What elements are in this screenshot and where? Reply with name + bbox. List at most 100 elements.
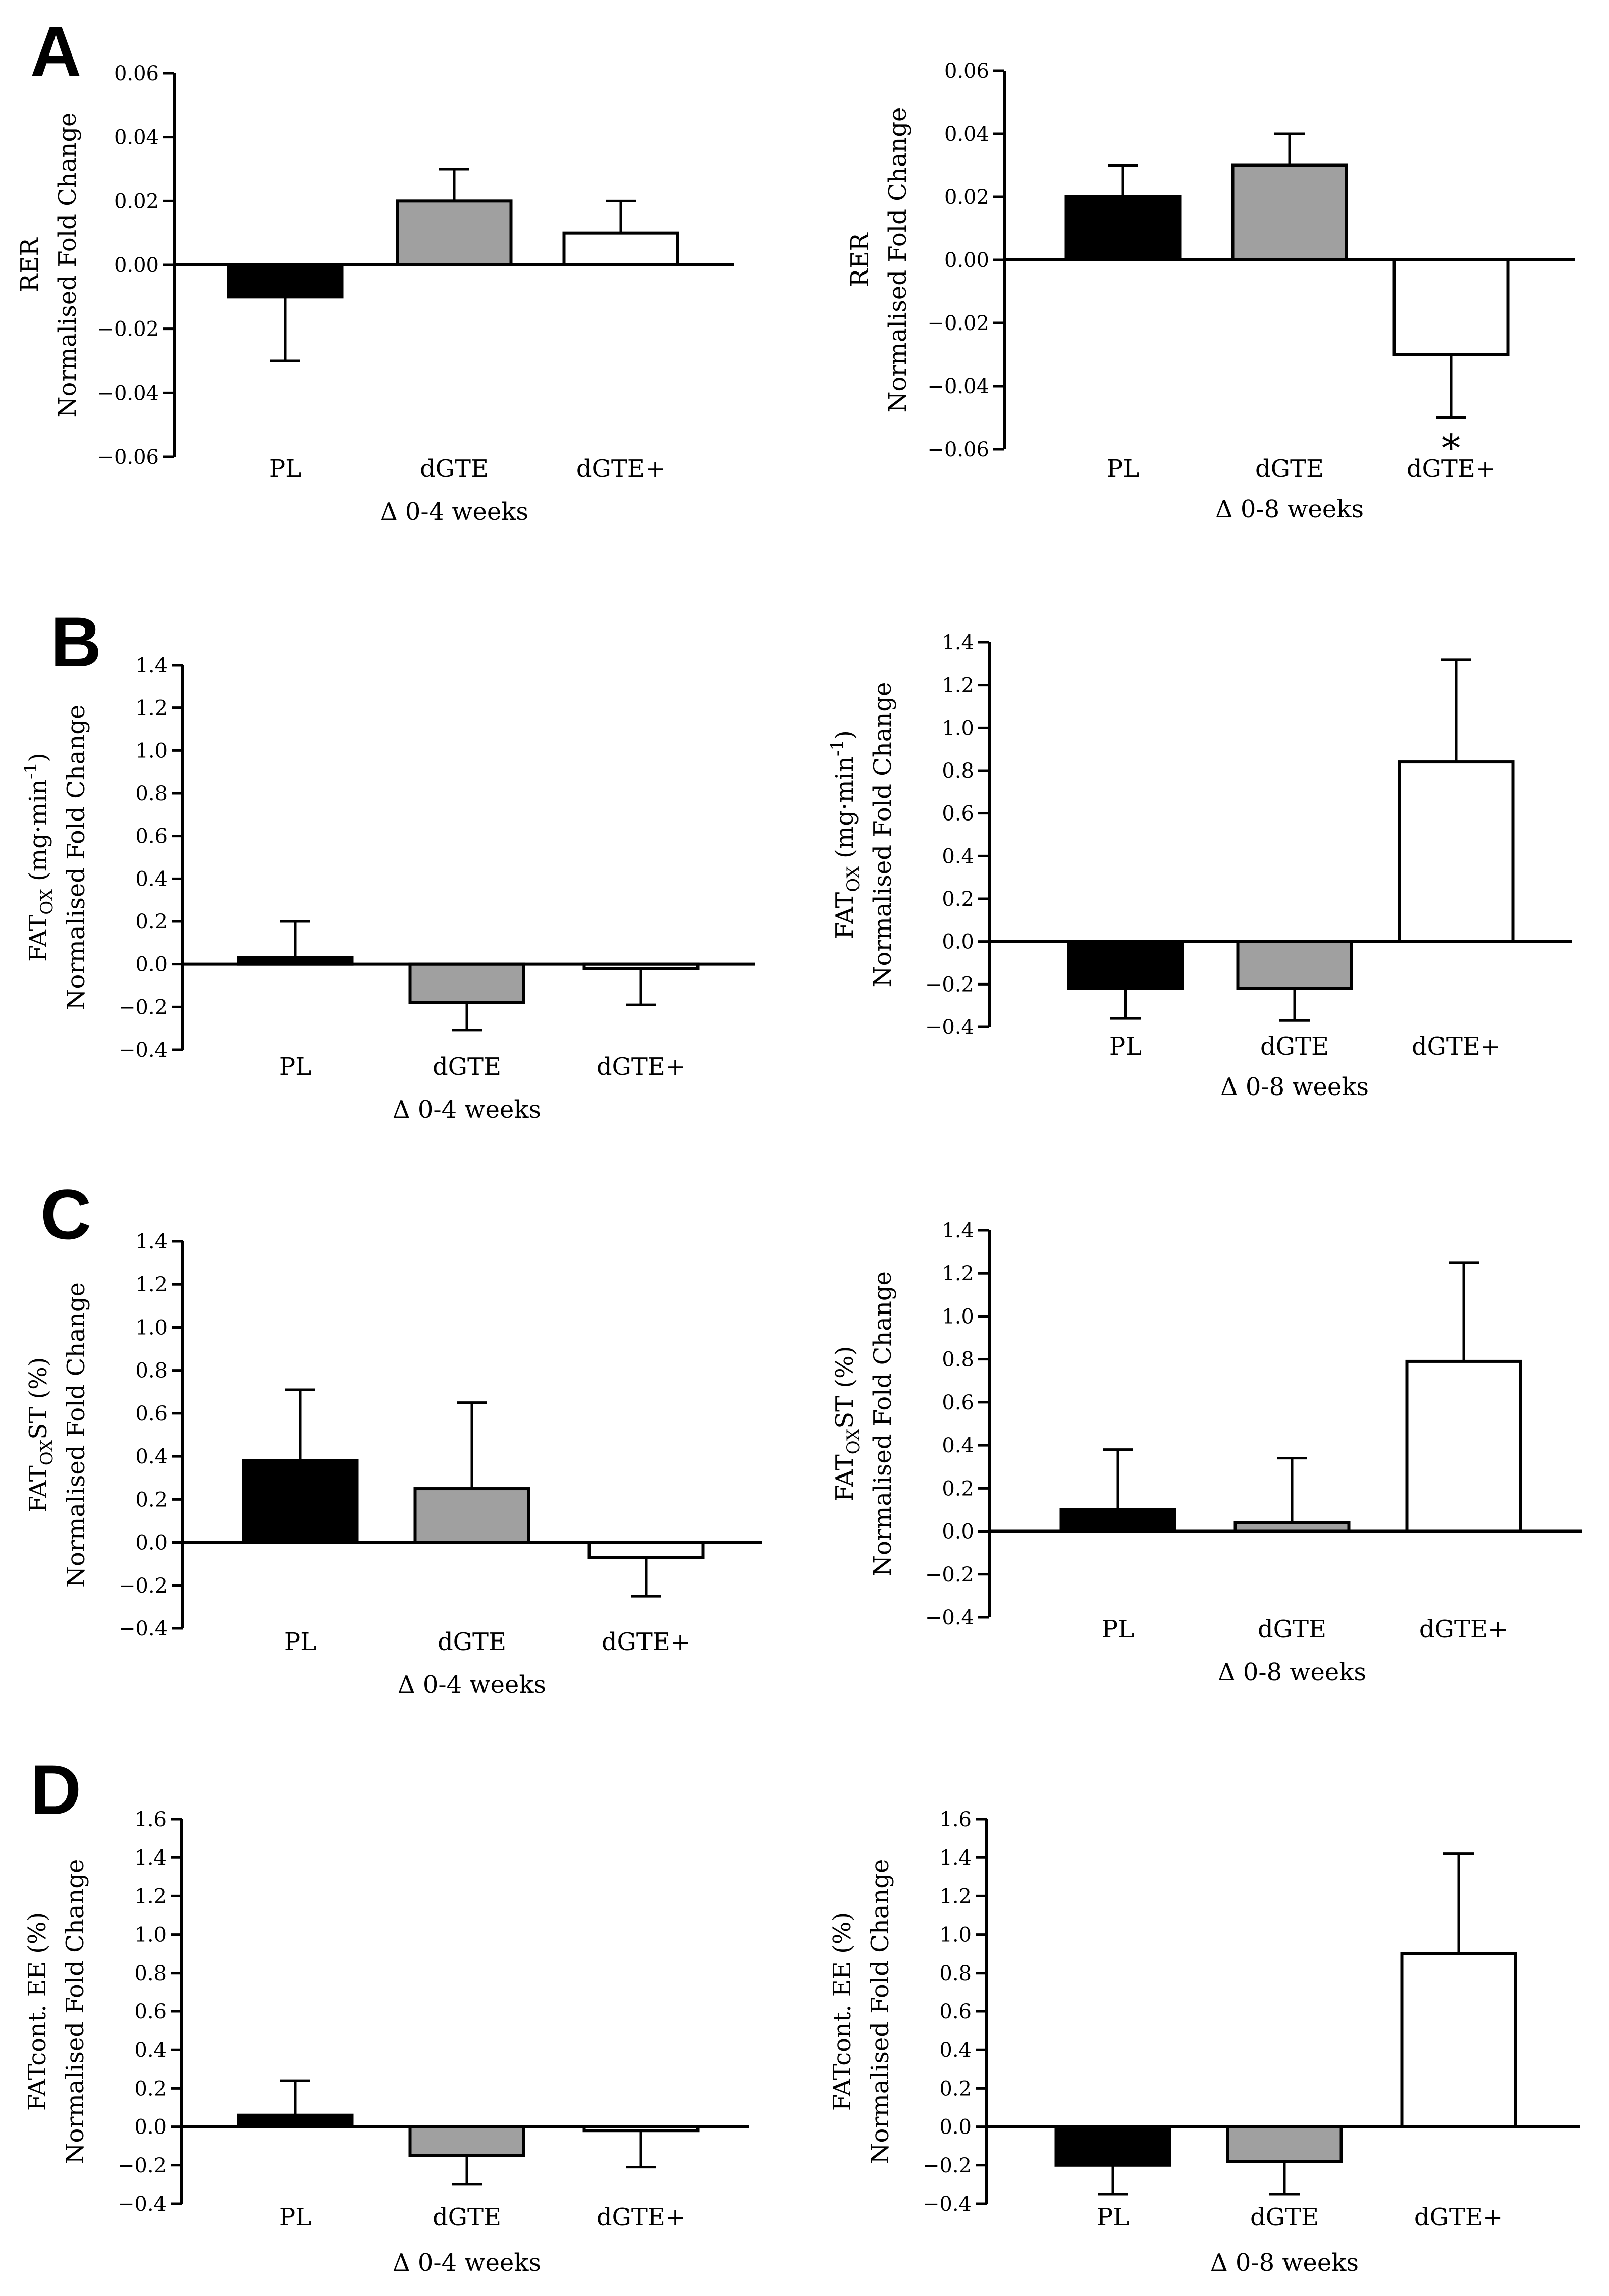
y-tick-label: 0.0 bbox=[135, 1532, 168, 1555]
y-tick-label: 0.02 bbox=[114, 190, 159, 213]
y-tick-label: 0.04 bbox=[114, 126, 159, 149]
y-tick-label: 1.4 bbox=[942, 1219, 974, 1242]
y-tick-label: −0.4 bbox=[925, 1016, 974, 1039]
chart-5: 1.4 1.2 1.0 0.8 0.6 0.4 0.2 0.0 −0.2 −0.4 PL dGTE dG… bbox=[24, 1230, 762, 1699]
y-tick-label: 0.02 bbox=[944, 186, 989, 209]
y-tick-label: 0.8 bbox=[942, 1348, 974, 1372]
y-tick-label: −0.06 bbox=[927, 438, 989, 461]
y-tick-label: −0.06 bbox=[97, 446, 159, 469]
y-tick-label: 1.4 bbox=[942, 631, 974, 654]
y-tick-label: −0.4 bbox=[119, 1038, 168, 1062]
y-tick-label: 0.4 bbox=[942, 1434, 974, 1457]
y-tick-label: 0.2 bbox=[134, 2077, 167, 2100]
y-axis-label-line1: FATOX (mg·min-1) bbox=[827, 730, 864, 939]
x-axis-label: Δ 0-4 weeks bbox=[398, 1671, 546, 1699]
panel-letter-b: B bbox=[50, 602, 101, 681]
category-label: PL bbox=[1102, 1615, 1134, 1644]
y-axis-label-line2: Normalised Fold Change bbox=[884, 107, 912, 413]
y-tick-label: 0.6 bbox=[942, 1391, 974, 1414]
bar-dGTE bbox=[1226, 2125, 1343, 2163]
chart-4: 1.4 1.2 1.0 0.8 0.6 0.4 0.2 0.0 −0.2 −0.4 PL dGTE dG… bbox=[827, 631, 1572, 1101]
panel-letter-c: C bbox=[40, 1175, 91, 1254]
panel-letter-d: D bbox=[30, 1750, 81, 1829]
y-tick-label: 1.0 bbox=[939, 1924, 972, 1947]
y-axis-label-line2: Normalised Fold Change bbox=[869, 682, 897, 988]
y-tick-label: 1.2 bbox=[135, 1273, 168, 1296]
y-tick-label: 1.0 bbox=[942, 717, 974, 740]
category-label: PL bbox=[1107, 455, 1139, 483]
y-tick-label: 0.0 bbox=[134, 2116, 167, 2139]
y-axis-label-line1: FATOXST (%) bbox=[24, 1357, 57, 1513]
y-tick-label: 0.2 bbox=[135, 910, 168, 934]
bar-PL bbox=[227, 263, 344, 299]
chart-2: 0.06 0.04 0.02 0.00 −0.02 −0.04 −0.06 PL dGTE *dG… bbox=[846, 60, 1575, 523]
y-tick-label: 0.2 bbox=[135, 1488, 168, 1511]
y-tick-label: 0.06 bbox=[114, 62, 159, 85]
y-tick-label: −0.02 bbox=[97, 318, 159, 341]
chart-6: 1.4 1.2 1.0 0.8 0.6 0.4 0.2 0.0 −0.2 −0.4 PL dGTE dG… bbox=[831, 1219, 1582, 1686]
y-tick-label: 0.06 bbox=[944, 60, 989, 83]
y-tick-label: 0.8 bbox=[135, 1359, 168, 1383]
y-tick-label: 1.0 bbox=[135, 739, 168, 762]
category-label: dGTE bbox=[438, 1628, 506, 1656]
y-axis-label-line2: Normalised Fold Change bbox=[869, 1271, 897, 1576]
y-tick-label: −0.4 bbox=[119, 1617, 168, 1641]
y-tick-label: −0.2 bbox=[119, 1574, 168, 1598]
y-tick-label: 0.0 bbox=[939, 2116, 972, 2139]
y-tick-label: −0.2 bbox=[118, 2154, 167, 2177]
y-tick-label: 1.6 bbox=[939, 1808, 972, 1831]
category-label: PL bbox=[284, 1628, 316, 1656]
bar-dGTE bbox=[408, 2125, 525, 2157]
y-tick-label: −0.2 bbox=[119, 996, 168, 1019]
category-label: PL bbox=[279, 1053, 311, 1081]
bar-dGTE bbox=[396, 199, 513, 267]
y-tick-label: 0.4 bbox=[942, 845, 974, 868]
bar-dGTE+ bbox=[1400, 1952, 1517, 2128]
x-axis-label: Δ 0-4 weeks bbox=[380, 498, 528, 526]
x-axis-label: Δ 0-8 weeks bbox=[1215, 495, 1364, 523]
bar-dGTE+ bbox=[1392, 258, 1510, 356]
bar-PL bbox=[237, 2113, 354, 2128]
y-tick-label: 0.4 bbox=[134, 2039, 167, 2062]
y-tick-label: 0.8 bbox=[135, 782, 168, 805]
x-axis-label: Δ 0-8 weeks bbox=[1218, 1658, 1366, 1686]
bar-dGTE+ bbox=[1398, 760, 1515, 943]
y-tick-label: 0.6 bbox=[135, 1402, 168, 1426]
bar-dGTE bbox=[413, 1487, 530, 1544]
panel-letter-a: A bbox=[30, 12, 81, 91]
category-label: dGTE+ bbox=[1412, 1032, 1500, 1061]
y-tick-label: 0.00 bbox=[114, 254, 159, 277]
y-tick-label: 0.2 bbox=[942, 1477, 974, 1500]
y-tick-label: 0.8 bbox=[939, 1962, 972, 1985]
bar-dGTE+ bbox=[562, 231, 679, 266]
category-label: dGTE+ bbox=[576, 455, 665, 483]
y-axis-label-line2: Normalised Fold Change bbox=[62, 705, 90, 1010]
category-label: dGTE bbox=[1255, 455, 1324, 483]
y-tick-label: 1.2 bbox=[942, 674, 974, 697]
y-tick-label: 1.2 bbox=[939, 1885, 972, 1908]
category-label: dGTE bbox=[433, 1053, 501, 1081]
y-tick-label: −0.2 bbox=[925, 973, 974, 996]
category-label: dGTE+ bbox=[1407, 455, 1495, 483]
y-tick-label: 1.0 bbox=[134, 1924, 167, 1947]
y-tick-label: 1.6 bbox=[134, 1808, 167, 1831]
x-axis-label: Δ 0-8 weeks bbox=[1210, 2249, 1359, 2277]
y-tick-label: −0.4 bbox=[118, 2193, 167, 2216]
bar-PL bbox=[1067, 940, 1184, 990]
bar-dGTE bbox=[1231, 163, 1348, 261]
y-tick-label: 0.0 bbox=[135, 953, 168, 976]
y-axis-label-line1: RER bbox=[16, 237, 44, 292]
y-tick-label: −0.04 bbox=[97, 381, 159, 405]
chart-3: 1.4 1.2 1.0 0.8 0.6 0.4 0.2 0.0 −0.2 −0.4 PL dGTE dG… bbox=[21, 654, 755, 1124]
category-label: PL bbox=[269, 455, 301, 483]
y-tick-label: 1.2 bbox=[135, 697, 168, 720]
category-label: PL bbox=[1109, 1032, 1142, 1061]
x-axis-label: Δ 0-8 weeks bbox=[1220, 1073, 1369, 1101]
chart-7: 1.6 1.4 1.2 1.0 0.8 0.6 0.4 0.2 0.0 −0.2 −0.4 PL dGT… bbox=[23, 1808, 749, 2277]
category-label: dGTE+ bbox=[1414, 2203, 1503, 2231]
bar-PL bbox=[1054, 2125, 1171, 2167]
category-label: dGTE bbox=[1250, 2203, 1319, 2231]
y-tick-label: −0.2 bbox=[923, 2154, 972, 2177]
y-tick-label: 0.0 bbox=[942, 1520, 974, 1544]
